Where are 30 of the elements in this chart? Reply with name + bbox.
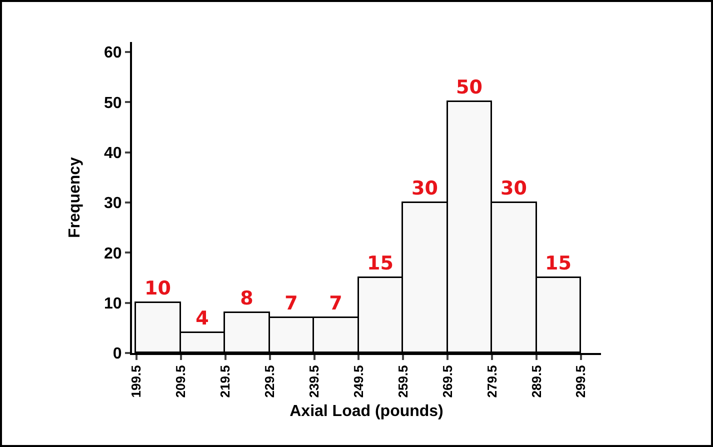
data-label: 50 [456, 76, 482, 98]
x-tick-label: 259.5 [395, 365, 410, 398]
y-tick-label: 10 [104, 295, 122, 312]
x-tick-label: 269.5 [440, 365, 455, 398]
data-label: 15 [545, 252, 572, 274]
y-tick-label: 30 [104, 195, 122, 212]
data-label: 10 [144, 277, 171, 300]
data-label: 7 [284, 292, 298, 314]
x-axis-title: Axial Load (pounds) [290, 402, 444, 420]
y-tick-label: 60 [104, 44, 122, 62]
x-tick-label: 219.5 [218, 365, 233, 398]
y-tick-label: 40 [104, 144, 122, 162]
x-tick-label: 229.5 [262, 365, 278, 398]
data-label: 7 [329, 292, 342, 314]
data-label: 30 [412, 177, 438, 200]
x-tick-label: 279.5 [484, 365, 500, 398]
x-tick-label: 199.5 [128, 365, 144, 398]
x-tick-label: 209.5 [173, 365, 188, 398]
data-label: 30 [500, 177, 527, 200]
y-tick-label: 0 [112, 346, 122, 363]
data-label: 4 [196, 307, 209, 330]
x-tick-label: 239.5 [306, 365, 322, 398]
x-tick-label: 249.5 [350, 365, 366, 398]
y-axis-title: Frequency [66, 156, 84, 238]
data-label: 15 [367, 252, 394, 274]
y-tick-label: 50 [104, 94, 122, 112]
y-tick-label: 20 [104, 245, 122, 262]
x-tick-label: 289.5 [528, 365, 544, 398]
data-label: 8 [240, 287, 254, 310]
x-tick-label: 299.5 [573, 365, 588, 398]
